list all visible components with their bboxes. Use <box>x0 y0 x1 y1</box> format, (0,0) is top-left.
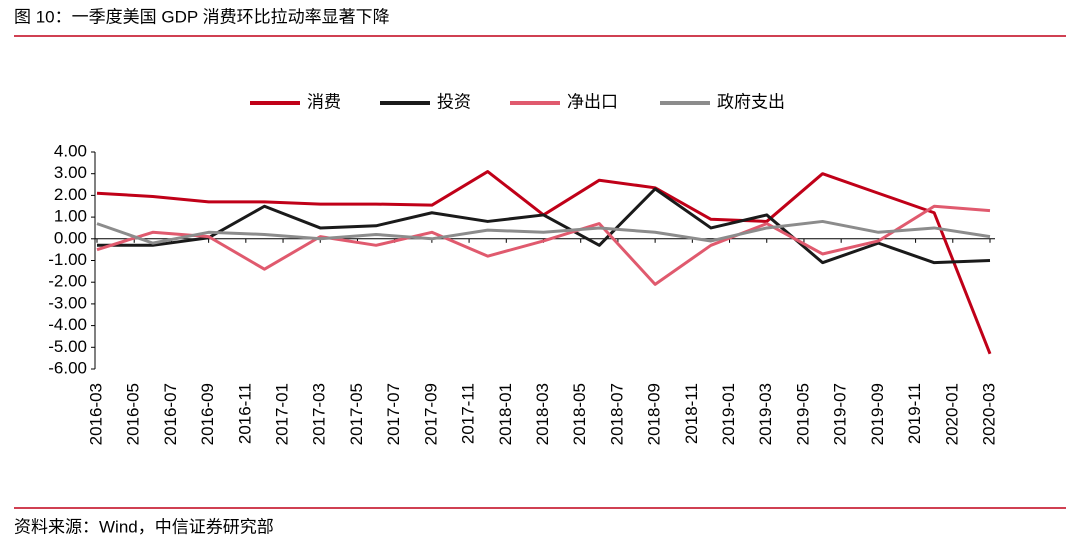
source: 资料来源：Wind，中信证券研究部 <box>14 517 274 536</box>
y-tick-label: -5.00 <box>48 337 87 356</box>
x-tick-label: 2020-01 <box>942 383 961 445</box>
x-tick-label: 2019-05 <box>793 383 812 445</box>
y-tick-label: 3.00 <box>54 163 87 182</box>
x-tick-label: 2018-05 <box>570 383 589 445</box>
legend-label: 净出口 <box>567 92 618 111</box>
x-tick-label: 2017-01 <box>273 383 292 445</box>
y-tick-label: 4.00 <box>54 141 87 160</box>
y-tick-label: -3.00 <box>48 293 87 312</box>
x-tick-label: 2019-03 <box>756 383 775 445</box>
x-tick-label: 2020-03 <box>979 383 998 445</box>
y-tick-label: 0.00 <box>54 228 87 247</box>
x-tick-label: 2017-03 <box>310 383 329 445</box>
series-line <box>96 204 991 286</box>
x-tick-label: 2018-01 <box>496 383 515 445</box>
x-tick-label: 2018-11 <box>682 383 701 444</box>
x-tick-label: 2017-09 <box>421 383 440 445</box>
legend-label: 投资 <box>437 92 471 111</box>
y-tick-label: -1.00 <box>48 250 87 269</box>
y-tick-label: -2.00 <box>48 272 87 291</box>
x-tick-label: 2018-03 <box>533 383 552 445</box>
series-line <box>97 187 991 265</box>
y-tick-label: -6.00 <box>48 358 87 377</box>
x-tick-label: 2016-07 <box>161 383 180 445</box>
legend-label: 政府支出 <box>717 92 785 111</box>
x-tick-label: 2017-11 <box>459 383 478 444</box>
y-tick-label: 1.00 <box>54 207 87 226</box>
series-line <box>96 219 991 245</box>
x-tick-label: 2016-09 <box>198 383 217 445</box>
x-tick-label: 2016-11 <box>235 383 254 444</box>
title: 图 10：一季度美国 GDP 消费环比拉动率显著下降 <box>14 7 390 26</box>
series-line <box>96 170 992 355</box>
x-tick-label: 2019-01 <box>719 383 738 445</box>
x-tick-label: 2018-07 <box>607 383 626 445</box>
x-tick-label: 2017-07 <box>384 383 403 445</box>
legend-label: 消费 <box>307 92 341 111</box>
x-tick-label: 2018-09 <box>645 383 664 445</box>
y-tick-label: 2.00 <box>54 185 87 204</box>
x-tick-label: 2019-11 <box>905 383 924 444</box>
x-tick-label: 2019-09 <box>868 383 887 445</box>
y-tick-label: -4.00 <box>48 315 87 334</box>
x-tick-label: 2017-05 <box>347 383 366 445</box>
x-tick-label: 2019-07 <box>831 383 850 445</box>
x-tick-label: 2016-05 <box>124 383 143 445</box>
x-tick-label: 2016-03 <box>86 383 105 445</box>
